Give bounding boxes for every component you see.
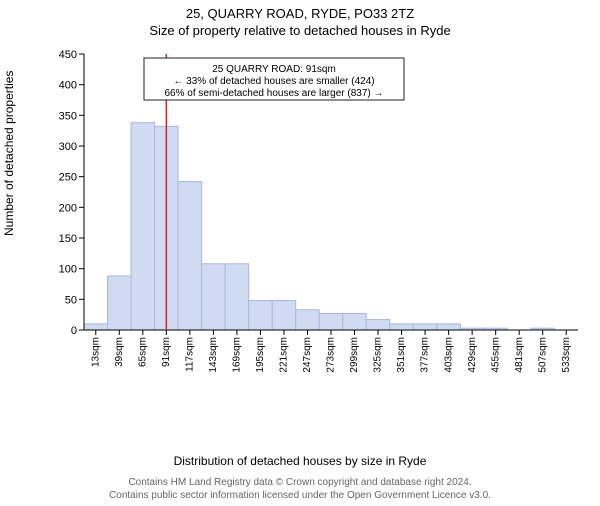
svg-text:150: 150 — [59, 233, 77, 245]
svg-text:50: 50 — [65, 294, 77, 306]
chart-area: 0 50 100 150 200 250 300 350 400 450 13sqm 39sqm 65s… — [52, 50, 582, 430]
footer-line-1: Contains HM Land Registry data © Crown c… — [0, 476, 600, 489]
svg-text:← 33% of detached houses are s: ← 33% of detached houses are smaller (42… — [173, 76, 374, 87]
svg-text:299sqm: 299sqm — [349, 337, 360, 373]
footer-line-2: Contains public sector information licen… — [0, 489, 600, 502]
svg-text:400: 400 — [59, 80, 77, 92]
footer-attribution: Contains HM Land Registry data © Crown c… — [0, 476, 600, 502]
svg-text:39sqm: 39sqm — [114, 337, 125, 367]
svg-text:507sqm: 507sqm — [537, 337, 548, 373]
x-axis-label: Distribution of detached houses by size … — [0, 454, 600, 468]
svg-text:351sqm: 351sqm — [396, 337, 407, 373]
svg-text:403sqm: 403sqm — [443, 337, 454, 373]
svg-text:65sqm: 65sqm — [137, 337, 148, 367]
svg-text:117sqm: 117sqm — [184, 337, 195, 372]
svg-text:13sqm: 13sqm — [90, 337, 101, 367]
svg-text:300: 300 — [59, 141, 77, 153]
svg-text:0: 0 — [71, 325, 77, 337]
svg-text:25 QUARRY ROAD: 91sqm: 25 QUARRY ROAD: 91sqm — [212, 64, 336, 75]
svg-text:481sqm: 481sqm — [514, 337, 525, 373]
y-axis-label: Number of detached properties — [2, 71, 16, 236]
svg-text:143sqm: 143sqm — [208, 337, 219, 373]
chart-title-address: 25, QUARRY ROAD, RYDE, PO33 2TZ — [0, 6, 600, 21]
svg-text:533sqm: 533sqm — [561, 337, 572, 373]
svg-text:221sqm: 221sqm — [279, 337, 290, 373]
svg-text:350: 350 — [59, 110, 77, 122]
svg-text:66% of semi-detached houses ar: 66% of semi-detached houses are larger (… — [164, 88, 383, 99]
svg-text:247sqm: 247sqm — [302, 337, 313, 373]
svg-text:450: 450 — [59, 50, 77, 61]
svg-text:100: 100 — [59, 264, 77, 276]
svg-text:455sqm: 455sqm — [490, 337, 501, 373]
svg-text:195sqm: 195sqm — [255, 337, 266, 373]
svg-text:377sqm: 377sqm — [420, 337, 431, 373]
svg-text:250: 250 — [59, 172, 77, 184]
chart-title-desc: Size of property relative to detached ho… — [0, 23, 600, 38]
svg-text:429sqm: 429sqm — [467, 337, 478, 373]
svg-text:273sqm: 273sqm — [326, 337, 337, 373]
svg-text:169sqm: 169sqm — [232, 337, 243, 373]
svg-text:200: 200 — [59, 202, 77, 214]
svg-text:91sqm: 91sqm — [161, 337, 172, 367]
svg-text:325sqm: 325sqm — [373, 337, 384, 373]
histogram-svg: 0 50 100 150 200 250 300 350 400 450 13sqm 39sqm 65s… — [52, 50, 582, 380]
